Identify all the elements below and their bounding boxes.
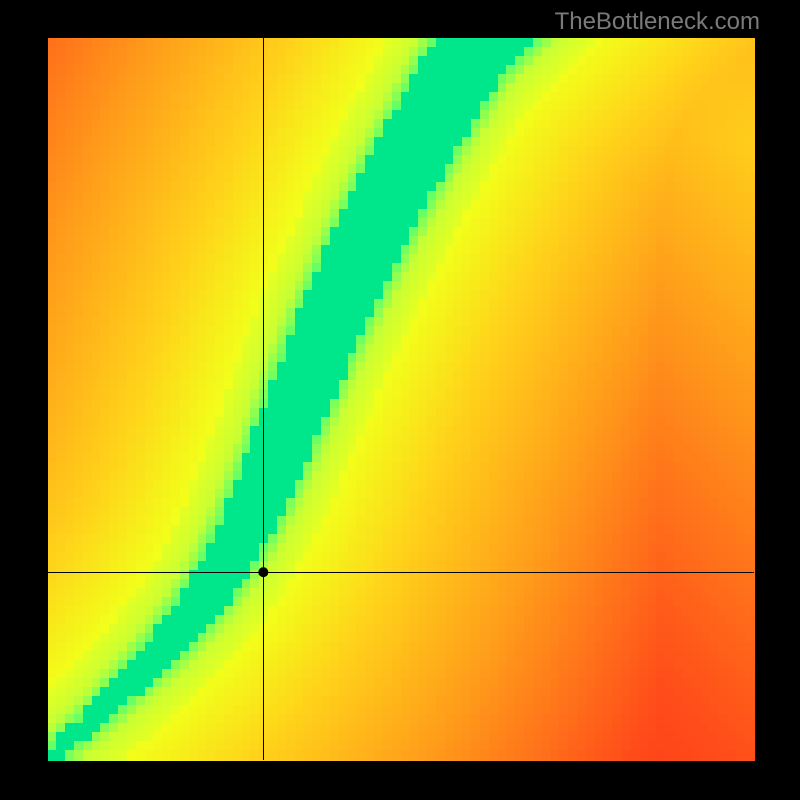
watermark-text: TheBottleneck.com [555,8,760,36]
bottleneck-heatmap [0,0,800,800]
chart-container: { "canvas": { "width": 800, "height": 80… [0,0,800,800]
